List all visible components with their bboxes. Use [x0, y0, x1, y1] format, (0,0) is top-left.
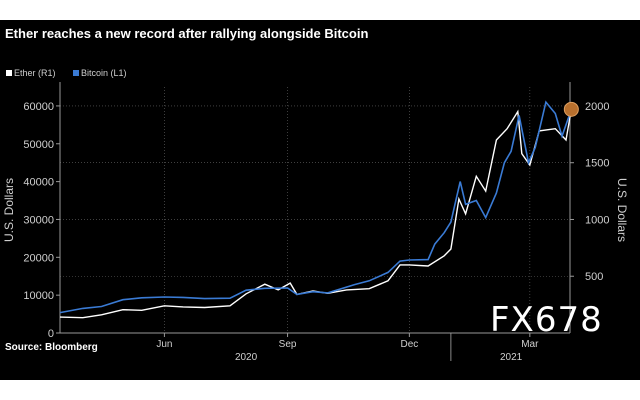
right-tick-label: 1500	[585, 158, 609, 170]
left-tick-label: 0	[48, 328, 54, 340]
left-axis-label: U.S. Dollars	[2, 178, 16, 242]
left-tick-label: 30000	[23, 214, 54, 226]
legend-swatch-ether	[6, 70, 12, 76]
right-axis-label: U.S. Dollars	[615, 178, 629, 242]
right-tick-label: 1000	[585, 214, 609, 226]
watermark: FX678	[490, 300, 603, 340]
x-year-label: 2020	[235, 352, 258, 363]
legend-swatch-bitcoin	[73, 70, 79, 76]
left-tick-label: 50000	[23, 139, 54, 151]
x-year-label: 2021	[500, 352, 523, 363]
axes: 0 10000 20000 30000 40000 50000 60000 500 1000 15…	[23, 82, 609, 363]
legend-label-bitcoin: Bitcoin (L1)	[81, 68, 127, 78]
right-tick-label: 2000	[585, 101, 609, 113]
left-tick-label: 10000	[23, 290, 54, 302]
series-lines	[59, 100, 579, 319]
x-tick-label: Mar	[521, 339, 539, 350]
x-tick-label: Jun	[156, 339, 172, 350]
series-line-ether	[59, 109, 572, 319]
series-line-bitcoin	[59, 100, 573, 314]
right-tick-label: 500	[585, 271, 603, 283]
legend: Ether (R1) Bitcoin (L1)	[6, 68, 127, 78]
left-tick-label: 60000	[23, 101, 54, 113]
chart-title: Ethereal	[5, 3, 77, 23]
x-tick-label: Sep	[279, 339, 297, 350]
source-note: Source: Bloomberg	[5, 342, 98, 353]
chart-frame	[0, 20, 640, 380]
legend-label-ether: Ether (R1)	[14, 68, 56, 78]
gridlines	[60, 87, 570, 333]
left-tick-label: 40000	[23, 177, 54, 189]
x-tick-label: Dec	[400, 339, 418, 350]
left-tick-label: 20000	[23, 252, 54, 264]
record-marker	[563, 101, 579, 117]
chart-subtitle: Ether reaches a new record after rallyin…	[5, 26, 369, 41]
